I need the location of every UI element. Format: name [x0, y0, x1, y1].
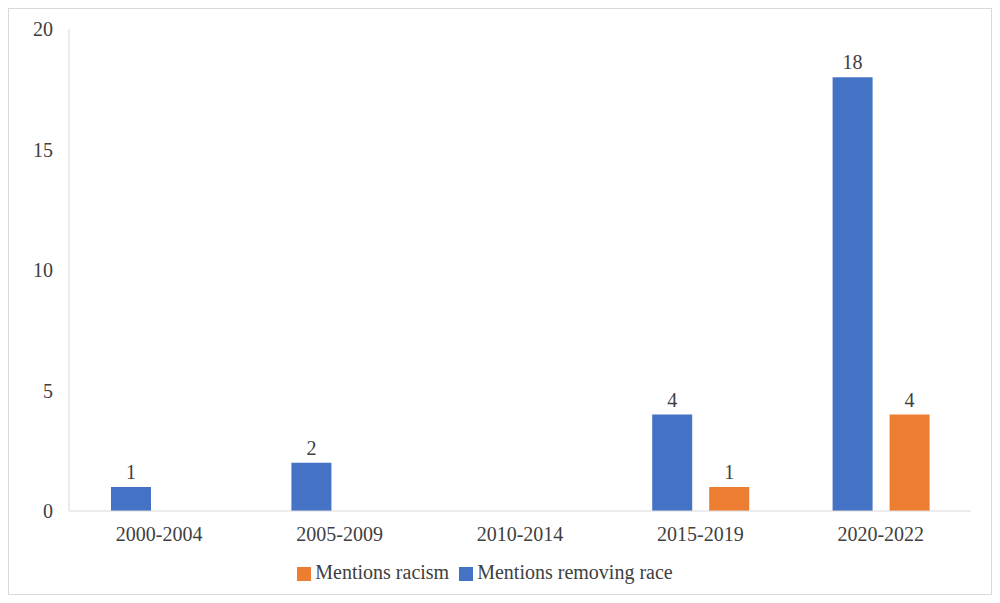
html-text:Mentions racism: Mentions racism [315, 561, 450, 583]
svg-text:5: 5 [43, 380, 53, 402]
svg-text:4: 4 [905, 389, 915, 411]
html-text:Mentions removing race: Mentions removing race [477, 561, 673, 583]
svg-text:10: 10 [33, 259, 53, 281]
svg-text:1: 1 [126, 461, 136, 483]
svg-text:2: 2 [306, 437, 316, 459]
svg-text:0: 0 [43, 500, 53, 522]
svg-text:4: 4 [667, 389, 677, 411]
svg-text:2020-2022: 2020-2022 [837, 523, 924, 545]
svg-text:2010-2014: 2010-2014 [477, 523, 564, 545]
svg-text:20: 20 [33, 18, 53, 40]
svg-text:1: 1 [724, 461, 734, 483]
svg-text:15: 15 [33, 139, 53, 161]
svg-text:2005-2009: 2005-2009 [296, 523, 383, 545]
svg-text:2000-2004: 2000-2004 [116, 523, 203, 545]
svg-text:18: 18 [843, 51, 863, 73]
svg-text:2015-2019: 2015-2019 [657, 523, 744, 545]
